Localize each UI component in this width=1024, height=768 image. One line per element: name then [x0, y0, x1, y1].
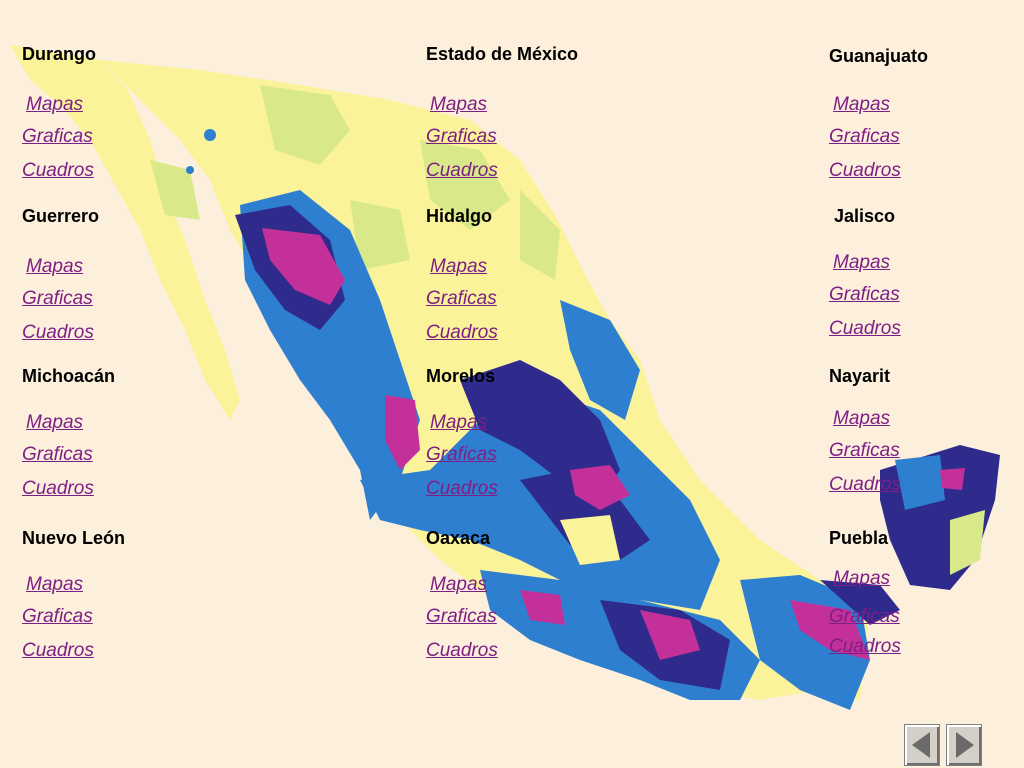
cuadros-link[interactable]: Cuadros	[426, 160, 498, 181]
mapas-link[interactable]: Mapas	[833, 568, 891, 589]
cuadros-link[interactable]: Cuadros	[22, 322, 94, 343]
previous-slide-button[interactable]	[904, 724, 940, 766]
cuadros-link[interactable]: Cuadros	[22, 640, 94, 661]
map-patch-green	[420, 140, 510, 230]
map-region-yucatan-magenta	[940, 468, 965, 490]
graficas-link[interactable]: Graficas	[22, 126, 93, 147]
cuadros-link[interactable]: Cuadros	[426, 640, 498, 661]
map-region-central-navy	[460, 360, 620, 500]
graficas-link[interactable]: Graficas	[829, 284, 900, 305]
mapas-link[interactable]: Mapas	[26, 256, 84, 277]
map-region-yucatan-blue	[895, 455, 945, 510]
map-patch-green	[350, 200, 410, 270]
map-region-northeast-blue	[560, 300, 640, 420]
cuadros-link[interactable]: Cuadros	[829, 318, 901, 339]
map-region-guerrero-magenta	[520, 590, 565, 625]
graficas-link[interactable]: Graficas	[426, 444, 497, 465]
graficas-link[interactable]: Graficas	[426, 288, 497, 309]
map-region-yucatan-green	[950, 510, 985, 575]
mapas-link[interactable]: Mapas	[430, 94, 488, 115]
map-region-chiapas-navy	[820, 580, 900, 625]
state-title: Durango	[22, 44, 96, 64]
graficas-link[interactable]: Graficas	[22, 444, 93, 465]
mapas-link[interactable]: Mapas	[26, 94, 84, 115]
map-island	[204, 129, 216, 141]
graficas-link[interactable]: Graficas	[829, 606, 900, 627]
state-title: Hidalgo	[426, 206, 492, 226]
triangle-right-icon	[956, 732, 974, 758]
mapas-link[interactable]: Mapas	[430, 574, 488, 595]
graficas-link[interactable]: Graficas	[426, 126, 497, 147]
mapas-link[interactable]: Mapas	[833, 252, 891, 273]
map-island	[186, 166, 194, 174]
state-title: Nayarit	[829, 366, 891, 386]
cuadros-link[interactable]: Cuadros	[426, 322, 498, 343]
cuadros-link[interactable]: Cuadros	[22, 478, 94, 499]
mapas-link[interactable]: Mapas	[26, 412, 84, 433]
map-patch-green	[520, 190, 560, 280]
state-title: Nuevo León	[22, 528, 126, 548]
mapas-link[interactable]: Mapas	[430, 256, 488, 277]
cuadros-link[interactable]: Cuadros	[829, 474, 901, 495]
state-title: Guerrero	[22, 206, 100, 226]
map-region-chiapas-magenta	[790, 600, 870, 660]
mapas-link[interactable]: Mapas	[430, 412, 488, 433]
state-title: Jalisco	[834, 206, 896, 226]
map-region-central-magenta	[570, 465, 630, 510]
graficas-link[interactable]: Graficas	[829, 126, 900, 147]
state-title: Estado de México	[426, 44, 579, 64]
state-title: Oaxaca	[426, 528, 491, 548]
cuadros-link[interactable]: Cuadros	[829, 636, 901, 657]
state-title: Guanajuato	[829, 46, 929, 66]
mapas-link[interactable]: Mapas	[833, 94, 891, 115]
map-region-west-magenta	[262, 228, 345, 305]
state-title: Puebla	[829, 528, 889, 548]
map-region-baja-california	[10, 45, 240, 420]
graficas-link[interactable]: Graficas	[829, 440, 900, 461]
map-region-central-yellow	[560, 515, 620, 565]
graficas-link[interactable]: Graficas	[22, 606, 93, 627]
map-patch-green	[150, 160, 200, 220]
cuadros-link[interactable]: Cuadros	[829, 160, 901, 181]
next-slide-button[interactable]	[946, 724, 982, 766]
cuadros-link[interactable]: Cuadros	[22, 160, 94, 181]
triangle-left-icon	[912, 732, 930, 758]
map-region-nayarit-magenta	[385, 395, 420, 470]
graficas-link[interactable]: Graficas	[22, 288, 93, 309]
map-region-central-navy	[520, 470, 650, 560]
cuadros-link[interactable]: Cuadros	[426, 478, 498, 499]
mapas-link[interactable]: Mapas	[26, 574, 84, 595]
state-title: Morelos	[426, 366, 496, 386]
map-region-oaxaca-magenta	[640, 610, 700, 660]
mapas-link[interactable]: Mapas	[833, 408, 891, 429]
state-title: Michoacán	[22, 366, 116, 386]
map-patch-green	[260, 85, 350, 165]
graficas-link[interactable]: Graficas	[426, 606, 497, 627]
